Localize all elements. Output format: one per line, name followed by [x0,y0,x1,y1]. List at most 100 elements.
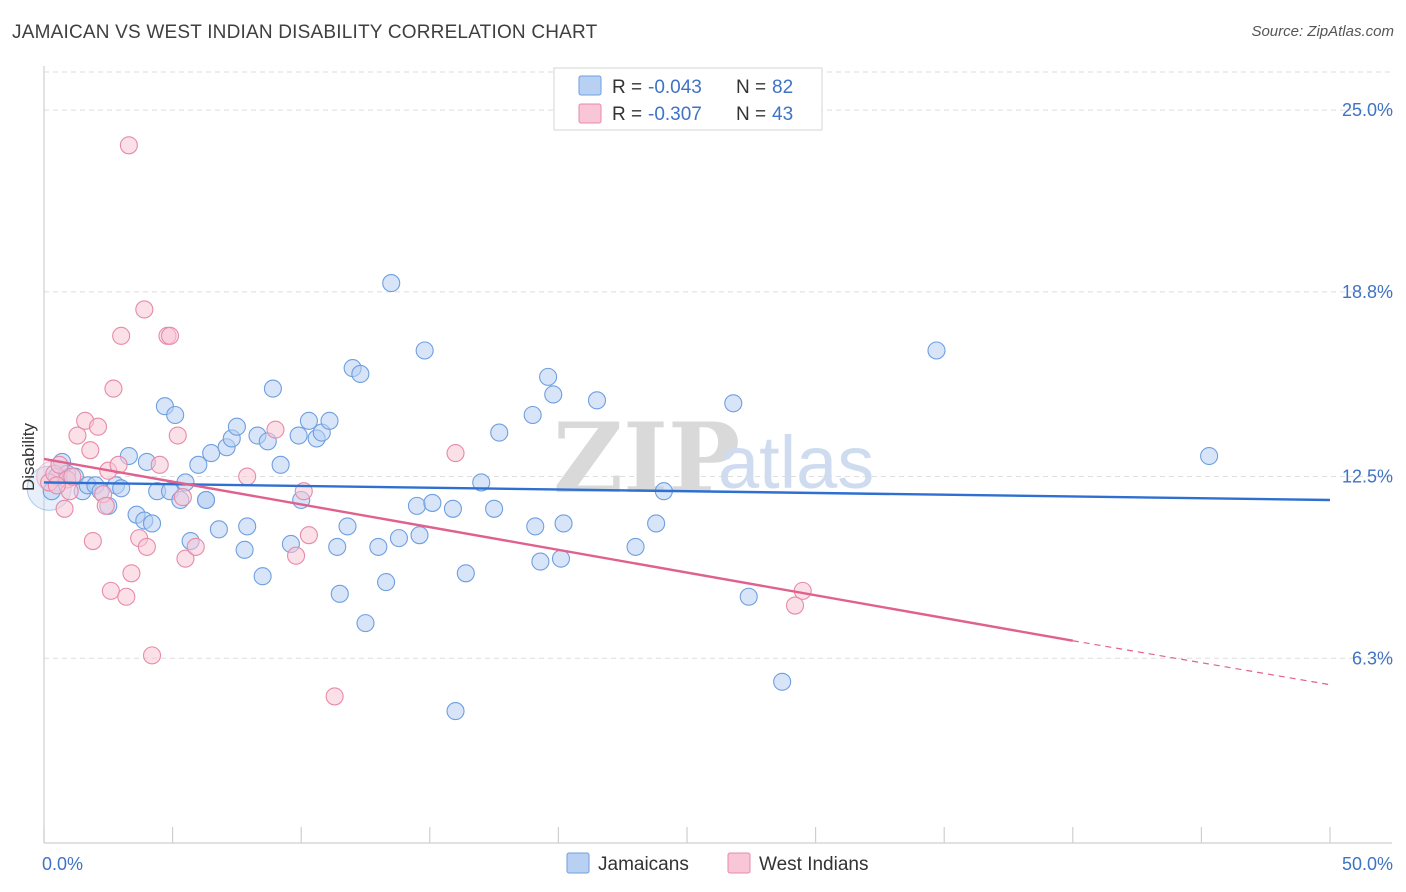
west-indian-trend-extension [1072,640,1331,686]
jamaican-point-80 [196,490,216,510]
tick-labels: 6.3% 12.5% 18.8% 25.0% 0.0% 50.0% [42,100,1393,874]
west-indian-point-24 [150,455,169,474]
jamaican-point-63 [490,423,509,442]
jamaican-point-37 [271,455,290,474]
legend-r-label-1: R = [612,77,642,98]
source-credit: Source: ZipAtlas.com [1251,23,1394,40]
west-indian-point-21 [135,300,154,319]
legend-r-value-1: -0.043 [648,77,702,98]
series-legend: Jamaicans West Indians [566,852,868,875]
west-indian-point-22 [137,537,156,556]
jamaican-point-44 [328,537,347,556]
jamaican-point-52 [382,274,401,293]
legend-r-label-2: R = [612,104,642,125]
series-legend-swatch-jamaicans [566,852,590,874]
jamaican-point-34 [253,567,272,586]
west-indian-point-40 [119,136,138,155]
west-indian-point-18 [117,587,136,606]
jamaican-point-56 [407,496,426,515]
west-indian-trend-line [43,457,1074,642]
jamaican-trend-line [43,481,1331,502]
jamaican-point-67 [539,367,558,386]
jamaican-point-54 [410,526,429,545]
west-indian-point-42 [47,476,66,495]
x-tick-label-0: 0.0% [42,854,83,874]
jamaican-point-55 [415,341,434,360]
west-indian-point-9 [83,531,102,551]
west-indian-point-41 [63,467,82,486]
jamaican-point-78 [927,341,946,360]
watermark-zip: ZIP [553,402,740,515]
west-indian-point-33 [287,546,306,565]
jamaican-point-51 [377,573,396,592]
west-indian-point-35 [299,526,318,545]
jamaican-point-16 [142,514,162,533]
jamaican-point-43 [320,411,339,430]
y-tick-label-2: 18.8% [1342,282,1393,302]
jamaican-point-59 [446,702,465,721]
grid-lines [44,71,1392,659]
jamaican-point-49 [356,614,375,633]
legend-n-label-2: N = [736,104,766,125]
y-tick-label-1: 12.5% [1342,467,1393,487]
jamaican-point-26 [202,444,221,463]
legend-n-label-1: N = [736,77,766,98]
jamaican-point-64 [523,405,542,425]
west-indian-point-28 [173,488,192,507]
jamaican-point-48 [351,364,370,384]
west-indian-point-17 [112,326,131,345]
jamaican-point-65 [526,517,545,536]
west-indian-point-31 [238,467,257,486]
jamaican-point-66 [531,552,550,571]
west-indian-point-14 [101,581,120,600]
jamaican-point-71 [587,391,607,410]
west-indian-point-23 [142,646,162,665]
jamaican-point-50 [369,537,388,556]
jamaican-point-70 [554,514,573,533]
west-indian-point-26 [160,326,180,345]
west-indian-point-29 [176,549,195,568]
jamaican-point-69 [551,549,571,568]
jamaican-point-24 [189,455,208,474]
y-axis-title: Disability [19,422,38,491]
jamaican-point-60 [456,564,475,583]
series-legend-swatch-west-indians [727,852,751,874]
jamaican-point-32 [238,517,257,536]
jamaican-point-72 [626,537,645,556]
y-tick-label-3: 25.0% [1342,100,1393,120]
series-legend-label-west-indians: West Indians [759,854,868,875]
west-indian-point-27 [168,426,187,445]
legend-r-value-2: -0.307 [648,104,702,125]
jamaican-point-68 [544,385,563,404]
jamaican-point-76 [739,587,758,606]
legend-swatch-jamaicans [578,75,602,96]
trend-lines [43,457,1331,686]
legend-swatch-west-indians [578,103,602,124]
west-indian-point-36 [325,687,344,706]
jamaican-point-81 [289,426,308,445]
watermark-atlas: atlas [718,421,874,504]
jamaican-point-62 [485,499,504,518]
series-legend-label-jamaicans: Jamaicans [598,854,689,875]
jamaican-point-58 [443,499,462,518]
jamaican-point-77 [773,672,792,691]
jamaican-point-61 [472,473,491,492]
jamaican-point-73 [647,514,666,533]
west-indian-point-8 [81,441,100,460]
west-indian-point-30 [186,537,205,556]
axes [43,66,1392,844]
west-indian-point-39 [785,596,805,615]
west-indian-point-10 [88,417,108,436]
legend-n-value-2: 43 [772,104,793,125]
west-indian-point-3 [55,499,74,518]
jamaican-point-27 [209,520,228,539]
west-indian-point-12 [96,496,115,515]
jamaican-point-31 [235,540,254,559]
chart-title: JAMAICAN VS WEST INDIAN DISABILITY CORRE… [12,22,598,43]
jamaican-point-45 [330,584,349,603]
legend-n-value-1: 82 [772,77,793,98]
jamaican-point-46 [338,517,357,536]
jamaican-point-75 [724,394,743,413]
west-indian-point-37 [446,444,465,463]
